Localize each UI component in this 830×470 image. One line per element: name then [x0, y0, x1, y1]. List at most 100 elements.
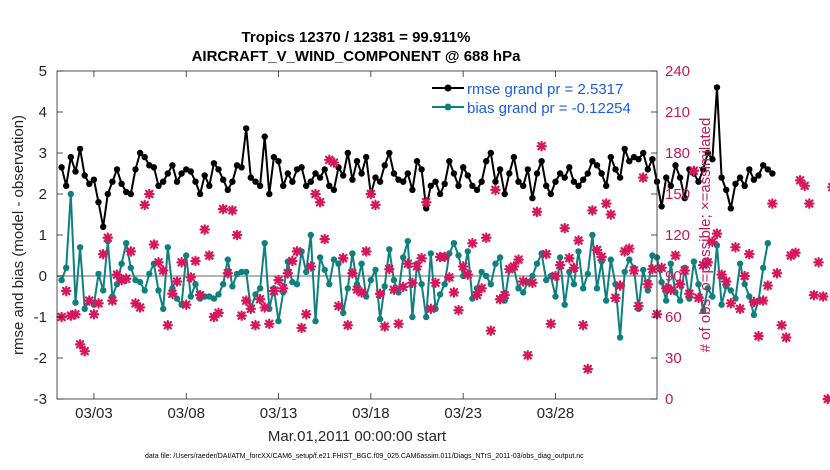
obs-point — [93, 298, 104, 309]
rmse-point — [621, 145, 628, 153]
obs-point — [407, 277, 418, 289]
rmse-point — [247, 174, 254, 181]
bias-point — [353, 281, 361, 288]
rmse-point — [298, 164, 305, 171]
rmse-point — [460, 164, 467, 171]
obs-point — [148, 239, 160, 250]
obs-point — [356, 287, 367, 298]
x-tick-label: 03/03 — [75, 405, 113, 422]
bias-point — [146, 270, 153, 278]
bias-point — [487, 281, 494, 288]
bias-point — [667, 260, 674, 267]
obs-point — [268, 285, 280, 297]
bias-point — [330, 256, 338, 263]
obs-point — [725, 298, 737, 309]
rmse-point — [432, 178, 439, 185]
bias-point — [727, 287, 734, 294]
obs-point — [65, 310, 77, 321]
obs-point — [513, 254, 524, 265]
obs-point — [517, 276, 529, 287]
bias-point — [520, 289, 527, 296]
rmse-point — [118, 180, 125, 187]
obs-point — [84, 295, 95, 306]
obs-point — [448, 287, 460, 298]
bias-point — [312, 317, 319, 325]
rmse-point — [316, 174, 324, 181]
rmse-point — [506, 170, 513, 177]
bias-point — [275, 317, 282, 325]
bias-point — [616, 334, 624, 341]
obs-point — [111, 269, 123, 280]
obs-point — [171, 276, 183, 287]
rmse-point — [538, 158, 545, 165]
y-right-tick-label: 120 — [665, 227, 690, 244]
rmse-point — [266, 190, 273, 198]
rmse-point — [681, 194, 688, 202]
rmse-point — [736, 174, 744, 181]
bias-point — [344, 285, 351, 292]
obs-point — [467, 237, 478, 249]
obs-point — [462, 269, 474, 280]
obs-point — [70, 308, 81, 320]
obs-point — [217, 203, 229, 215]
rmse-point — [593, 162, 601, 169]
obs-point — [254, 293, 266, 305]
rmse-point — [349, 176, 356, 183]
bias-point — [127, 264, 134, 271]
bias-point — [764, 240, 771, 247]
rmse-point — [196, 190, 204, 198]
bias-point — [141, 287, 148, 294]
bias-point — [321, 266, 328, 274]
legend: rmse grand pr = 2.5317 bias grand pr = -… — [432, 81, 631, 117]
obs-point — [739, 270, 750, 282]
obs-point — [494, 293, 506, 305]
rmse-point — [418, 166, 425, 173]
y-right-tick-label: 240 — [665, 63, 690, 80]
bias-point — [593, 285, 601, 292]
bias-point — [192, 281, 199, 288]
obs-point — [808, 289, 820, 301]
obs-point — [231, 229, 243, 241]
rmse-point — [344, 149, 351, 157]
rmse-point — [561, 174, 568, 181]
obs-point — [799, 180, 810, 192]
rmse-point — [635, 156, 642, 163]
bias-point — [663, 297, 670, 304]
rmse-point — [769, 170, 776, 177]
rmse-point — [326, 182, 333, 189]
bias-point — [760, 264, 767, 271]
bias-point — [626, 256, 633, 263]
rmse-point — [86, 180, 93, 187]
obs-point — [365, 188, 377, 200]
obs-point — [379, 321, 390, 332]
rmse-point — [76, 145, 84, 153]
obs-point — [582, 363, 594, 375]
rmse-point — [487, 149, 494, 157]
rmse-point — [390, 170, 398, 177]
y-right-tick-label: 150 — [665, 186, 690, 203]
rmse-point — [598, 170, 605, 177]
obs-point — [416, 252, 427, 264]
rmse-point — [206, 182, 213, 189]
obs-point — [600, 198, 612, 209]
obs-point — [393, 318, 404, 330]
rmse-point — [404, 170, 411, 177]
rmse-point — [62, 182, 70, 189]
bias-point — [478, 268, 485, 276]
obs-point — [813, 257, 824, 268]
rmse-point — [556, 170, 564, 177]
rmse-point — [676, 174, 684, 181]
rmse-point — [127, 190, 134, 198]
obs-point — [305, 261, 317, 272]
obs-point — [568, 262, 580, 274]
rmse-point — [289, 178, 296, 185]
bias-point — [224, 256, 231, 263]
rmse-point — [256, 182, 264, 189]
bias-point — [418, 281, 425, 288]
obs-point — [370, 199, 381, 211]
obs-point — [508, 261, 520, 272]
bias-point — [376, 315, 384, 323]
obs-point — [485, 325, 497, 336]
y-tick-label: 5 — [39, 63, 47, 80]
rmse-point — [552, 178, 559, 185]
